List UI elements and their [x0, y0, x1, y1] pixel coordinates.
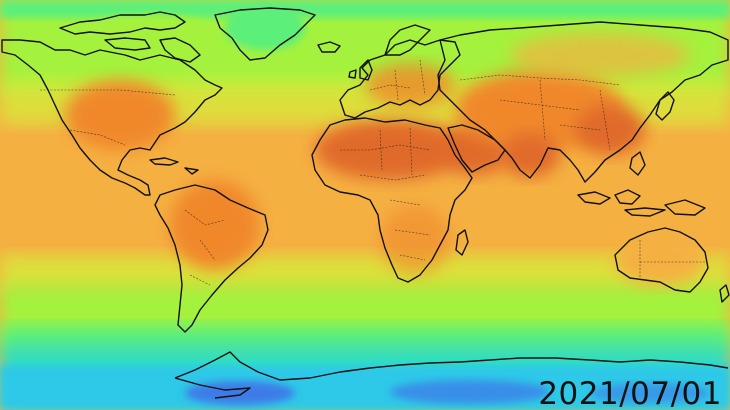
hot-sahara [315, 120, 465, 180]
coast-british-isles [348, 59, 373, 81]
hot-south-america [170, 180, 260, 270]
coast-japan [655, 91, 675, 121]
coast-caribbean [149, 157, 199, 175]
border-europe [369, 59, 426, 101]
hot-southern-africa [380, 205, 450, 275]
coast-indonesia [577, 151, 706, 217]
date-label: 2021/07/01 [538, 376, 722, 410]
warm-siberia [510, 33, 690, 77]
border-africa [340, 127, 431, 261]
field-greenland [225, 6, 305, 50]
coast-asia [437, 21, 729, 183]
coastlines [1, 7, 730, 399]
warm-australia [615, 235, 705, 285]
coast-europe [339, 39, 461, 119]
hot-china [575, 105, 645, 155]
field-north-cyan [0, 0, 730, 18]
coast-greenland [214, 7, 316, 61]
coast-australia [614, 227, 709, 293]
coast-iceland [317, 41, 341, 53]
hot-india [500, 133, 560, 177]
coast-arctic-islands [59, 11, 201, 63]
coast-antarctica [174, 351, 729, 399]
field-antarctic-deep-2 [390, 380, 550, 404]
field-antarctic-deep-3 [590, 383, 710, 403]
border-south-america [184, 209, 226, 286]
coast-new-zealand [719, 284, 730, 303]
coast-north-america [1, 39, 223, 196]
border-australia [639, 240, 705, 280]
coast-scandinavia [384, 24, 431, 56]
coast-south-america [154, 184, 269, 333]
hot-north-america [65, 80, 175, 150]
border-us-canada [40, 89, 176, 96]
border-asia [459, 74, 621, 151]
coast-africa [311, 117, 473, 283]
field-arctic-canada [80, 15, 220, 55]
coast-madagascar [455, 229, 469, 256]
coast-arabia [447, 124, 506, 173]
country-borders [40, 59, 705, 286]
